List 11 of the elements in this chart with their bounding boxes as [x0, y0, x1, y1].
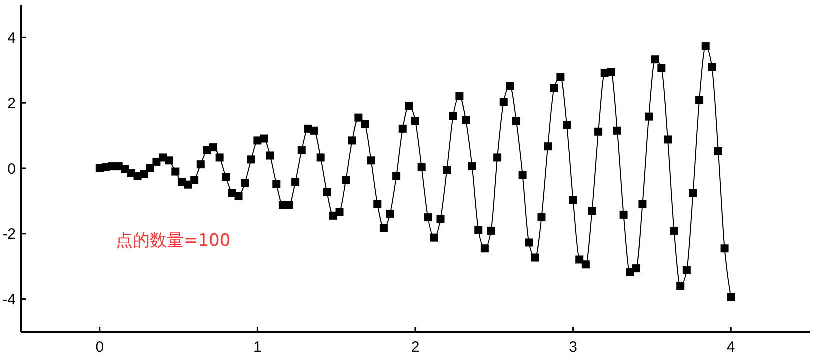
y-tick-label: 2: [8, 95, 16, 112]
x-tick-label: 3: [569, 339, 578, 356]
x-tick-label: 0: [96, 339, 104, 356]
y-tick-label: 0: [8, 160, 16, 178]
y-tick-label: -4: [2, 292, 16, 309]
y-tick-label: 4: [8, 30, 16, 47]
x-tick-label: 2: [411, 339, 420, 356]
x-tick-label: 4: [726, 339, 736, 356]
annotation: 点的数量=100: [116, 231, 231, 251]
y-tick-label: -2: [2, 226, 16, 244]
x-tick-label: 1: [254, 339, 262, 356]
